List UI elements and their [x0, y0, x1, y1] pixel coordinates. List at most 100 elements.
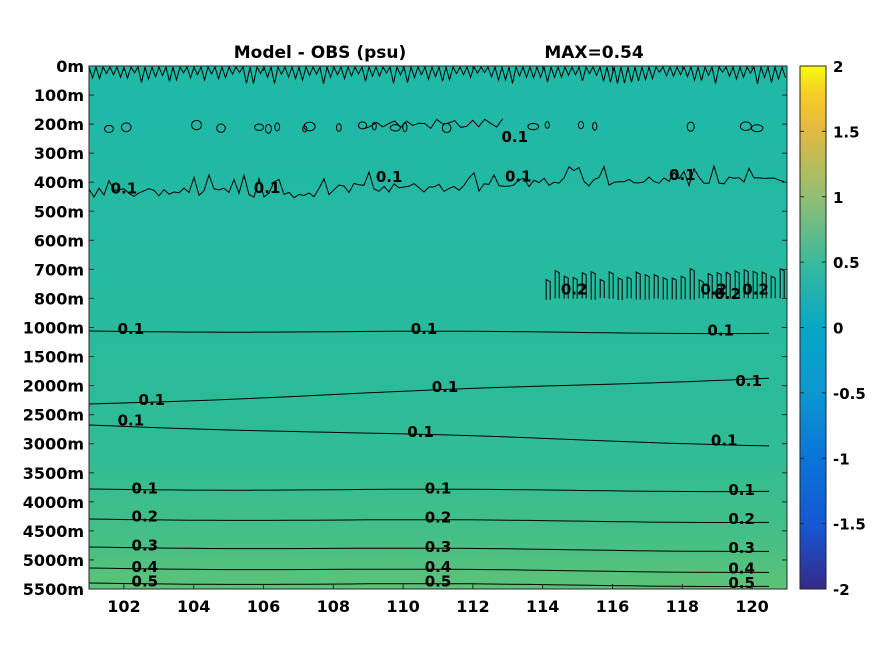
contour-line — [441, 122, 452, 134]
contour-line — [302, 125, 308, 133]
y-tick-label: 4500m — [23, 522, 84, 541]
contour-line — [357, 121, 368, 130]
chart-title: Model - OBS (psu) — [234, 43, 407, 63]
contour-label: 0.3 — [425, 538, 452, 556]
contour-line — [371, 121, 377, 131]
contour-line — [608, 270, 614, 299]
x-tick-label: 108 — [317, 597, 350, 616]
plot-area: 0.1 0.10.10.10.1 0.10.2 0.20.2 0.20.1 0.1 0.10… — [88, 65, 788, 592]
contour-line — [671, 277, 677, 300]
contour-line — [89, 377, 770, 405]
contour-label: 0.2 — [700, 281, 727, 299]
contour-line — [581, 271, 587, 299]
contour-line — [599, 278, 605, 298]
colorbar-scale — [799, 65, 827, 590]
contour-line — [364, 118, 504, 130]
contour-line — [103, 124, 114, 133]
contour-line — [274, 122, 281, 132]
contour-line — [89, 164, 785, 199]
colorbar-tick-label: 0.5 — [833, 254, 860, 272]
y-tick-label: 4000m — [23, 493, 84, 512]
contour-line — [743, 268, 749, 299]
contour-line — [592, 121, 598, 131]
contour-line — [89, 518, 770, 523]
contour-line — [689, 267, 695, 300]
contour-label: 0.4 — [728, 560, 755, 578]
colorbar-tick-label: 2 — [833, 58, 843, 76]
contour-label: 0.2 — [561, 281, 588, 299]
contour-label: 0.1 — [411, 320, 438, 338]
x-tick-label: 120 — [735, 597, 768, 616]
contour-label: 0.5 — [728, 574, 755, 592]
y-tick-label: 5000m — [23, 551, 84, 570]
colorbar-tick-label: 1.5 — [833, 123, 860, 141]
x-axis: 102 104 106 108 110 112 114 116 118 120 — [107, 66, 769, 616]
contour-line — [770, 275, 776, 299]
contour-label: 0.1 — [425, 480, 452, 498]
y-tick-label: 700m — [34, 260, 84, 279]
contour-line — [389, 124, 401, 132]
colorbar-tick-label: -2 — [833, 581, 850, 599]
colorbar: 2 1.5 1 0.5 0 -0.5 -1 -1.5 -2 — [799, 58, 866, 599]
contour-label: 0.1 — [139, 391, 166, 409]
contour-label: 0.3 — [132, 536, 159, 554]
contour-label: 0.1 — [132, 480, 159, 498]
y-tick-label: 600m — [34, 231, 84, 250]
contour-line — [563, 275, 569, 299]
y-tick-label: 1000m — [23, 319, 84, 338]
contour-line — [554, 269, 560, 299]
contour-line — [716, 271, 722, 299]
contour-line — [739, 121, 752, 132]
contour-labels: 0.1 0.10.10.10.1 0.10.2 0.20.2 0.20.1 0.1 0.10… — [111, 128, 769, 592]
colorbar-ticks: 2 1.5 1 0.5 0 -0.5 -1 -1.5 -2 — [800, 58, 866, 599]
contour-line — [216, 123, 226, 133]
contour-label: 0.3 — [728, 539, 755, 557]
contour-label: 0.1 — [254, 179, 281, 197]
y-tick-label: 3500m — [23, 464, 84, 483]
contour-label: 0.1 — [735, 372, 762, 390]
contour-line — [707, 272, 713, 299]
y-tick-label: 200m — [34, 115, 84, 134]
contour-line — [264, 123, 272, 134]
contour-line — [89, 582, 770, 587]
x-tick-label: 112 — [456, 597, 489, 616]
x-tick-label: 110 — [386, 597, 419, 616]
contour-label: 0.1 — [432, 378, 459, 396]
contour-label: 0.2 — [742, 281, 769, 299]
contour-label: 0.1 — [711, 432, 738, 450]
contour-label: 0.2 — [714, 285, 741, 303]
y-tick-label: 2500m — [23, 406, 84, 425]
contour-label: 0.1 — [376, 168, 403, 186]
contour-line — [626, 276, 632, 299]
y-tick-label: 500m — [34, 202, 84, 221]
colorbar-tick-label: -1 — [833, 450, 850, 468]
contour-label: 0.2 — [132, 507, 159, 525]
contour-line — [653, 273, 659, 299]
contour-line — [89, 567, 769, 573]
x-tick-label: 116 — [596, 597, 629, 616]
contour-label: 0.1 — [501, 128, 528, 146]
contour-label: 0.1 — [118, 411, 145, 429]
contour-line — [89, 330, 770, 335]
contour-line — [725, 271, 731, 299]
contour-line — [336, 123, 342, 132]
y-tick-label: 5500m — [23, 580, 84, 599]
contour-line — [572, 276, 578, 299]
contour-line — [89, 488, 770, 493]
contour-lines — [89, 66, 786, 587]
contour-label: 0.1 — [407, 423, 434, 441]
contour-line — [527, 122, 540, 131]
contour-line — [544, 121, 550, 129]
y-tick-label: 3000m — [23, 435, 84, 454]
contour-line — [686, 121, 695, 132]
x-tick-label: 118 — [666, 597, 699, 616]
chart-subtitle: MAX=0.54 — [544, 43, 644, 63]
y-tick-label: 400m — [34, 173, 84, 192]
y-tick-label: 2000m — [23, 377, 84, 396]
contour-label: 0.5 — [425, 573, 452, 591]
contour-line — [590, 270, 596, 300]
x-tick-label: 104 — [177, 597, 210, 616]
y-tick-label: 800m — [34, 289, 84, 308]
y-axis: 0m 100m 200m 300m 400m 500m 600m 700m 800m 1000m 1… — [23, 57, 787, 599]
